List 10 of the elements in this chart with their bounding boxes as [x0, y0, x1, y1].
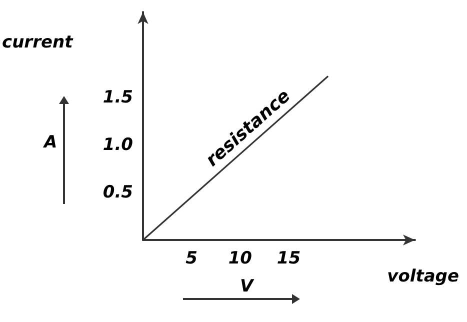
x-tick-label: 10: [228, 248, 252, 268]
x-tick-label: 5: [186, 248, 198, 268]
y-tick-label: 1.0: [102, 135, 134, 155]
y-axis-title: current: [2, 32, 74, 52]
y-tick-label: 0.5: [102, 182, 133, 202]
x-tick-label: 15: [276, 248, 301, 268]
x-axis-title: voltage: [387, 266, 460, 286]
y-tick-label: 1.5: [102, 88, 133, 108]
text: V: [240, 276, 255, 296]
text: A: [42, 132, 58, 152]
